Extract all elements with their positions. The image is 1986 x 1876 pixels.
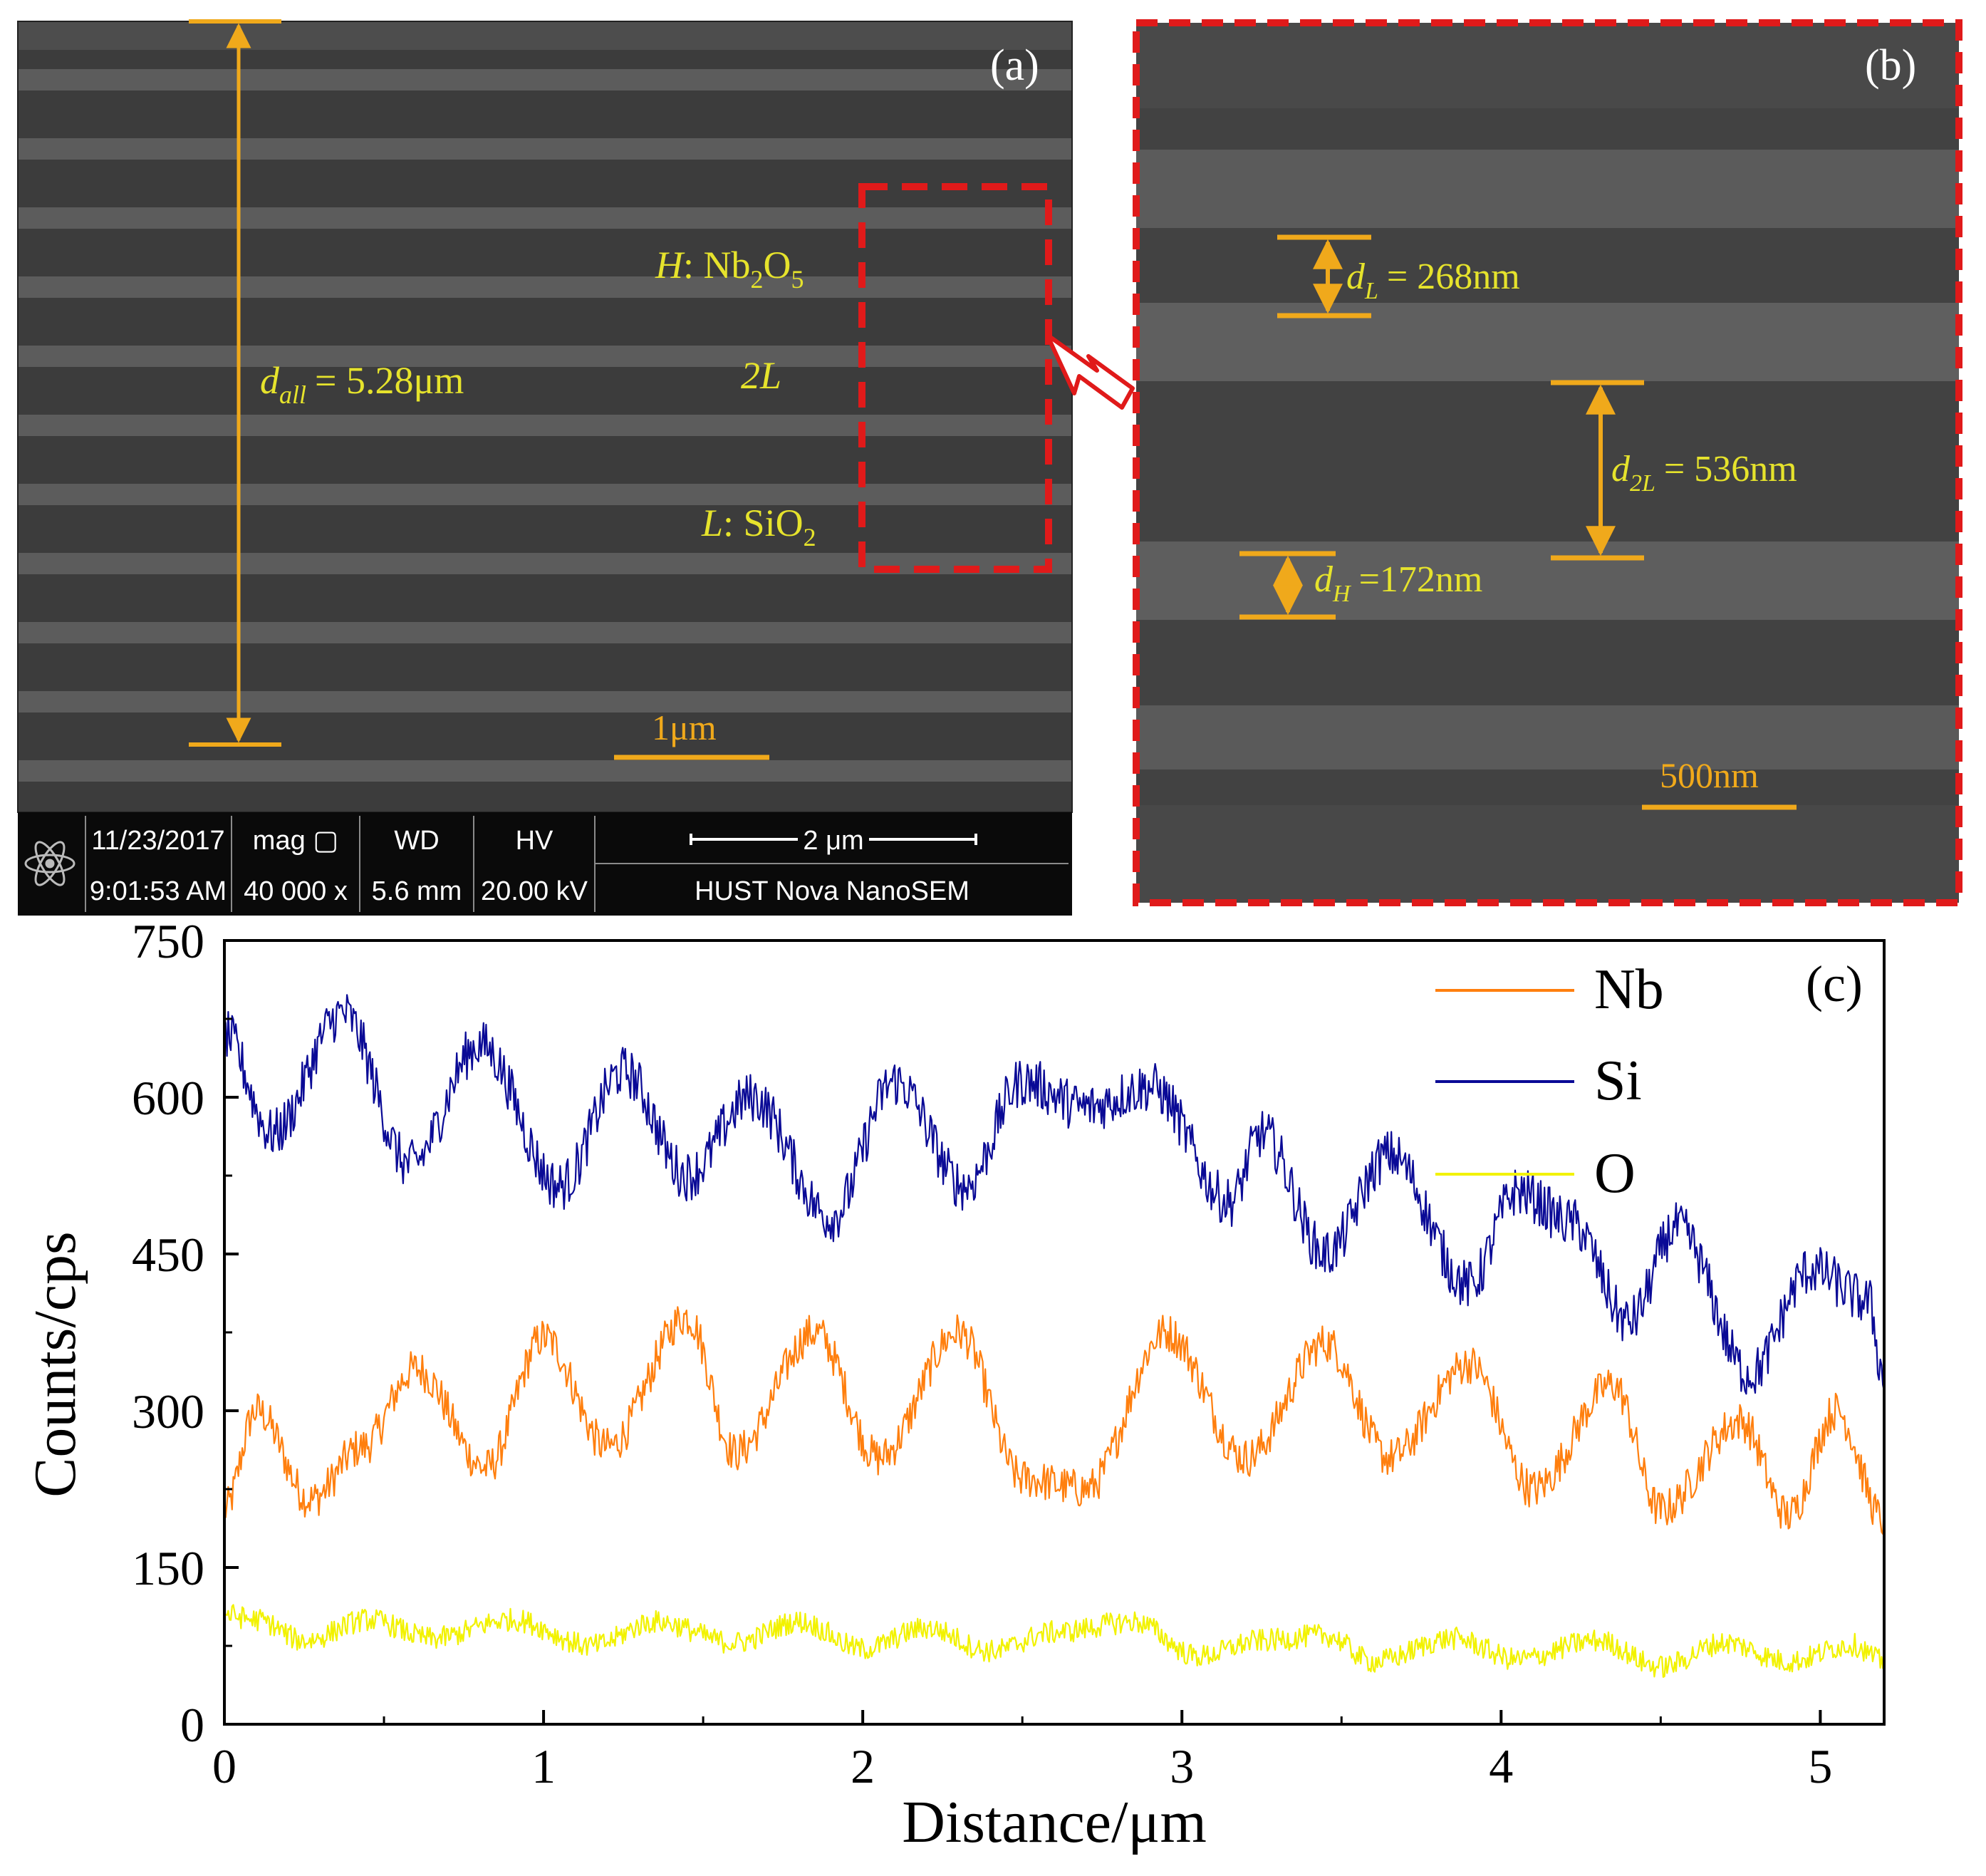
x-tick-label-3: 3 (1170, 1739, 1194, 1793)
x-axis-title: Distance/μm (902, 1789, 1207, 1855)
layer-h-label: H: Nb2O5 (655, 244, 804, 294)
sem-scale-label: 2 μm (803, 826, 863, 856)
panel-b: (b) dL = 268nm d2L = 536nm dH =172nm 500nm (1133, 19, 1962, 906)
atom-icon (24, 841, 76, 886)
sem-image-a (18, 21, 1072, 812)
d-l-label: dL = 268nm (1346, 256, 1520, 304)
series-line-nb (223, 1306, 1886, 1535)
y-tick-label-5: 750 (132, 914, 204, 968)
x-tick-label-5: 5 (1808, 1739, 1832, 1793)
series-line-si (223, 994, 1886, 1395)
d-all-label: dall = 5.28μm (260, 359, 464, 409)
d-h-label: dH =172nm (1314, 559, 1482, 607)
y-tick-label-3: 450 (132, 1228, 204, 1282)
panel-c-label: (c) (1806, 955, 1863, 1012)
scale-bar-a-label: 1μm (652, 708, 717, 747)
panel-a: (a) dall = 5.28μm H: Nb2O5 2L L: SiO2 1μm (17, 19, 1135, 916)
y-axis-title: Counts/cps (22, 1231, 88, 1497)
layer-2l-label: 2L (741, 354, 781, 397)
layer-l-label: L: SiO2 (701, 502, 816, 551)
series-layer (223, 994, 1886, 1678)
panel-b-frame (1133, 19, 1962, 906)
sem-mag-value: 40 000 x (244, 876, 348, 906)
y-tick-label-0: 0 (180, 1698, 204, 1752)
panel-a-label: (a) (990, 41, 1039, 90)
legend-label-si: Si (1594, 1050, 1642, 1112)
zoom-arrow-icon (1045, 333, 1135, 410)
sem-mag-label: mag ▢ (253, 826, 338, 856)
legend: Nb Si O (1435, 958, 1664, 1205)
sem-hv-value: 20.00 kV (481, 876, 588, 906)
series-line-o (224, 1604, 1885, 1678)
panel-b-label: (b) (1865, 41, 1916, 90)
x-tick-label-4: 4 (1489, 1739, 1513, 1793)
sem-instrument: HUST Nova NanoSEM (695, 876, 969, 906)
y-tick-label-1: 150 (132, 1541, 204, 1595)
sem-hv-label: HV (516, 826, 553, 856)
legend-label-o: O (1594, 1142, 1636, 1205)
x-tick-label-1: 1 (531, 1739, 556, 1793)
legend-label-nb: Nb (1594, 958, 1664, 1021)
sem-wd-value: 5.6 mm (372, 876, 462, 906)
sem-date: 11/23/2017 (91, 826, 224, 856)
x-tick-label-0: 0 (212, 1739, 236, 1793)
sem-time: 9:01:53 AM (90, 876, 227, 906)
y-tick-label-2: 300 (132, 1384, 204, 1439)
zoom-region-box (858, 183, 1052, 573)
scale-bar-b-label: 500nm (1660, 755, 1759, 795)
sem-info-bar: 11/23/2017 9:01:53 AM mag ▢ 40 000 x WD … (18, 812, 1072, 916)
y-tick-label-4: 600 (132, 1071, 204, 1125)
sem-wd-label: WD (394, 826, 439, 856)
d-2l-label: d2L = 536nm (1611, 449, 1797, 497)
x-tick-label-2: 2 (851, 1739, 875, 1793)
